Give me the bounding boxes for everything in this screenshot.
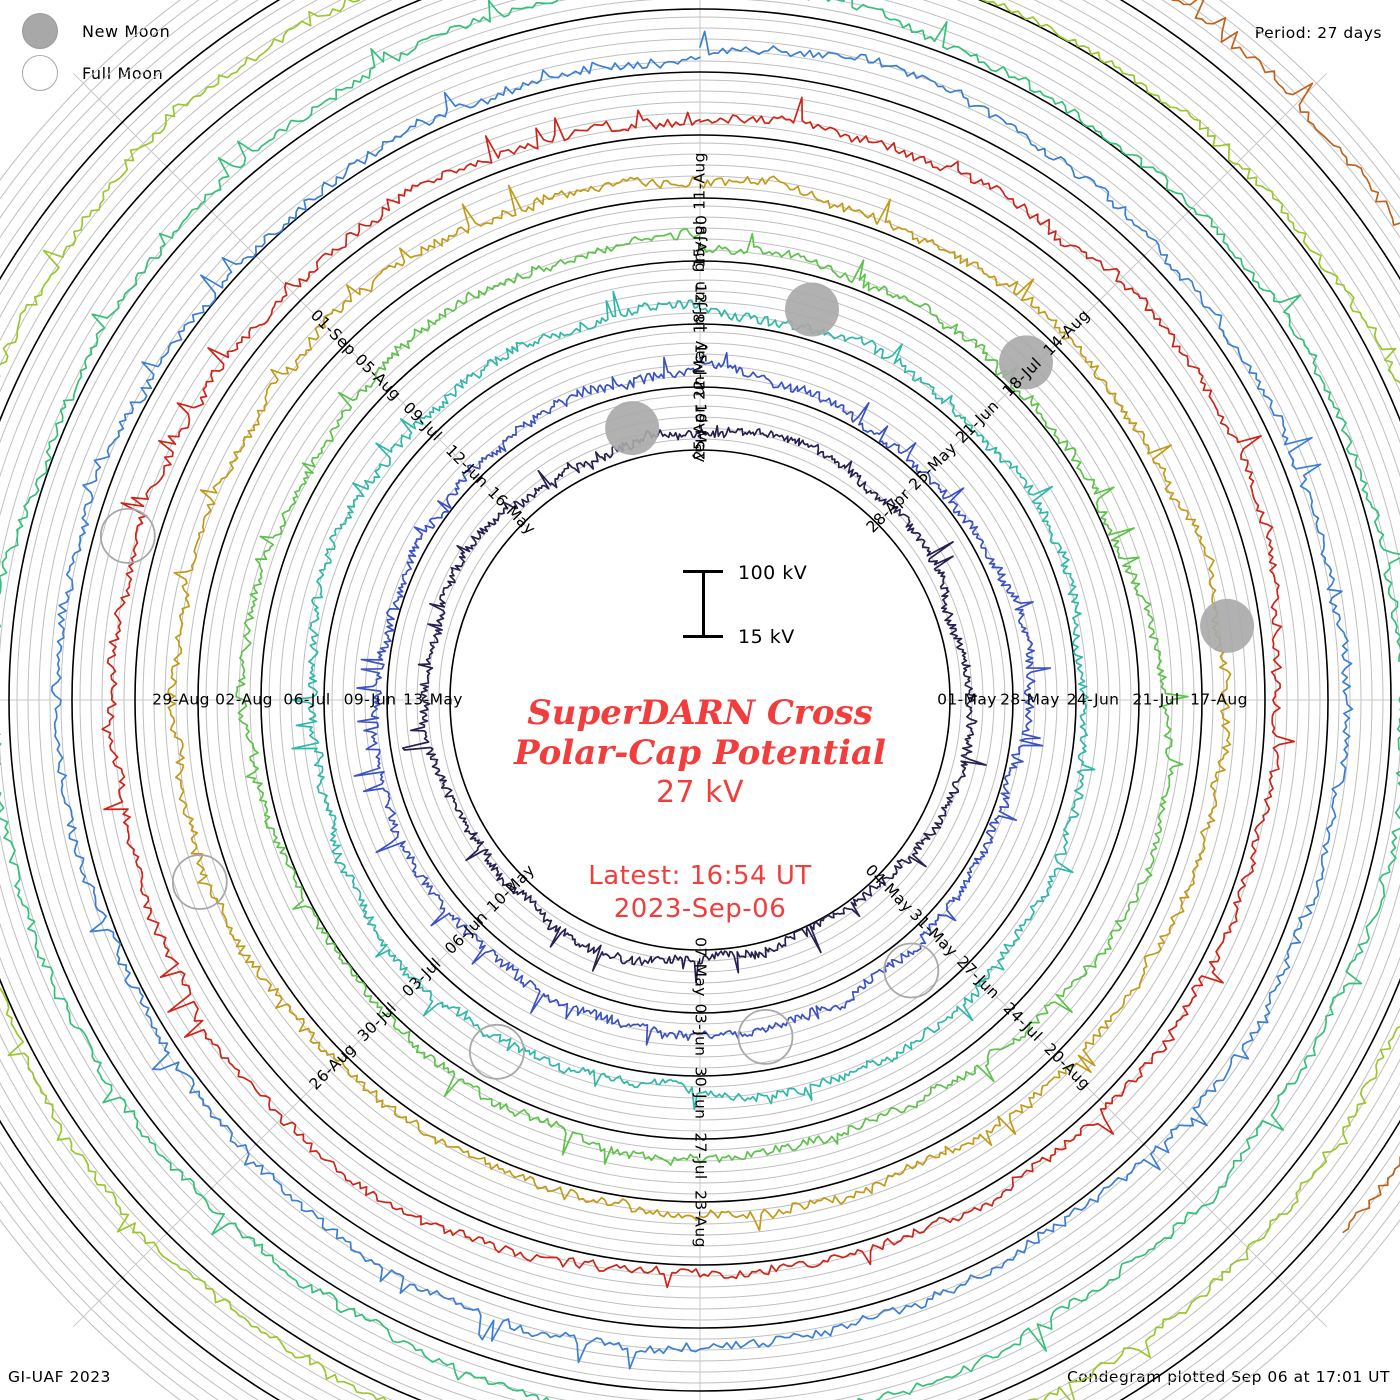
baseline-circle (260, 260, 1140, 1140)
ring-date-label: 07-May (692, 937, 710, 997)
ring-date-label: 28-May (1000, 691, 1060, 709)
baseline-circle (8, 8, 1392, 1392)
ring-date-label: 14-Aug (1040, 306, 1093, 359)
trace-rotation-4 (235, 228, 1189, 1166)
ring-date-label: 05-Aug (351, 350, 404, 403)
ring-date-label: 26-Aug (306, 1040, 359, 1093)
ring-date-label: 17-Aug (1190, 691, 1248, 709)
trace-rotation-5 (167, 175, 1232, 1232)
ring-date-label: 09-Jun (344, 691, 397, 709)
ring-date-label: 18-Jun (691, 281, 709, 334)
ring-date-label: 13-May (403, 691, 463, 709)
new-moon-marker (605, 401, 660, 456)
credit-label: GI-UAF 2023 (8, 1368, 111, 1386)
legend-label-full-moon: Full Moon (82, 63, 164, 83)
baseline-circle (449, 449, 951, 951)
legend-item-new-moon: New Moon (22, 10, 170, 52)
new-moon-marker (785, 282, 839, 337)
full-moon-marker (171, 854, 228, 910)
scale-bar-stem (702, 570, 705, 638)
ring-date-label: 01-Sep (307, 306, 360, 359)
trace-rotation-1 (402, 424, 987, 984)
full-moon-marker (737, 1009, 794, 1065)
moon-marker-layer (99, 282, 1255, 1080)
scale-bar-top-cap (683, 570, 723, 573)
ring-date-label: 08-Aug (692, 215, 710, 273)
ring-date-label: 23-Aug (692, 1190, 710, 1248)
current-value-label: 27 kV (655, 775, 745, 810)
scale-min-label: 15 kV (738, 626, 795, 648)
full-moon-icon (22, 55, 58, 91)
ring-date-label: 21-Jul (1132, 691, 1179, 709)
kv-scale-bar (683, 570, 723, 638)
chart-title: SuperDARN Cross Polar-Cap Potential (514, 693, 886, 773)
ring-date-label: 21-Jun (953, 397, 1003, 447)
ring-date-label: 03-Jun (692, 1004, 710, 1057)
scale-bar-bottom-cap (683, 635, 723, 638)
ring-date-label: 11-Aug (691, 152, 709, 210)
period-label: Period: 27 days (1254, 24, 1382, 42)
ring-date-label: 01-May (937, 691, 997, 709)
baseline-circle (71, 71, 1329, 1329)
ring-date-label: 19-May (692, 403, 710, 463)
ring-date-label: 15-Jul (691, 220, 709, 267)
ring-date-label: 12-Jun (442, 441, 492, 491)
trace-rotation-7 (51, 30, 1354, 1370)
new-moon-marker (1200, 598, 1255, 653)
latest-reading-label: Latest: 16:54 UT 2023-Sep-06 (588, 861, 812, 924)
trace-rotation-6 (101, 96, 1296, 1289)
new-moon-icon (22, 13, 58, 49)
ring-date-label: 15-Jun (692, 344, 710, 397)
ring-date-label: 12-Jul (692, 283, 710, 330)
ring-date-label: 30-Jun (692, 1067, 710, 1120)
baseline-circle (323, 323, 1077, 1077)
legend-label-new-moon: New Moon (82, 21, 171, 41)
ring-date-label: 24-Jun (1067, 691, 1120, 709)
trace-rotation-3 (290, 290, 1096, 1111)
ring-date-label: 03-Jul (399, 954, 445, 1000)
full-moon-marker (883, 942, 940, 999)
baseline-circle (386, 386, 1014, 1014)
moon-phase-legend: New Moon Full Moon (22, 10, 170, 94)
baseline-circle (197, 197, 1203, 1203)
baseline-circle (134, 134, 1266, 1266)
plotted-timestamp-label: Condegram plotted Sep 06 at 17:01 UT (1066, 1368, 1390, 1386)
ring-date-label: 16-May (484, 483, 539, 538)
new-moon-marker (999, 335, 1053, 390)
scale-max-label: 100 kV (738, 562, 808, 584)
trace-rotation-2 (353, 351, 1052, 1046)
ring-date-label: 29-Aug (152, 691, 210, 709)
full-moon-marker (99, 508, 156, 564)
ring-date-label: 25-Apr (691, 406, 709, 460)
ring-date-label: 02-Aug (215, 691, 273, 709)
ring-date-label: 22-May (691, 340, 709, 400)
legend-item-full-moon: Full Moon (22, 52, 170, 94)
ring-date-label: 06-Jul (283, 691, 330, 709)
ring-date-label: 27-Jul (692, 1132, 710, 1179)
full-moon-marker (468, 1023, 525, 1080)
